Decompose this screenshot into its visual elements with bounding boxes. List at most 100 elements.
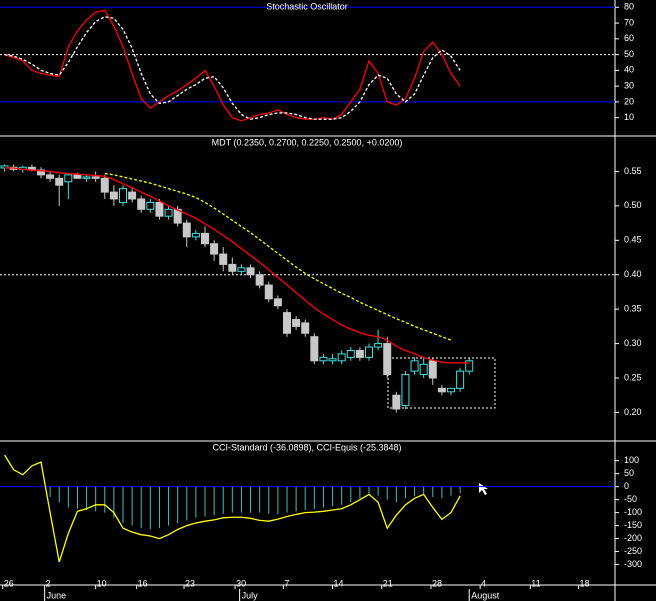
candle-body <box>410 360 419 372</box>
x-tick-label: 14 <box>334 578 344 588</box>
cursor <box>479 483 488 495</box>
chart-title: MDT (0.2350, 0.2700, 0.2250, 0.2500, +0.… <box>212 137 403 147</box>
x-tick-label: 30 <box>236 578 246 588</box>
candle-body <box>456 370 465 389</box>
month-label: August <box>471 590 500 600</box>
candle-body <box>137 198 146 210</box>
candle-body <box>365 346 373 358</box>
candle-body <box>383 343 392 376</box>
candle-body <box>164 208 173 217</box>
candle-body <box>401 374 410 407</box>
y-tick-label: 0.25 <box>624 372 642 382</box>
candle-body <box>46 174 55 179</box>
x-tick-label: 2 <box>46 578 51 588</box>
y-tick-label: 0.40 <box>624 269 642 279</box>
y-tick-label: 0.55 <box>624 166 642 176</box>
y-tick-label: 30 <box>624 81 634 91</box>
y-tick-label: 0.50 <box>624 200 642 210</box>
candle-body <box>210 243 219 255</box>
y-tick-label: 50 <box>624 49 634 59</box>
y-tick-label: 0.35 <box>624 304 642 314</box>
series-line <box>4 167 470 364</box>
y-tick-label: -250 <box>624 546 642 556</box>
candle-body <box>73 174 82 179</box>
x-tick-label: 4 <box>481 578 486 588</box>
selection-box <box>387 357 496 409</box>
candle-body <box>283 312 291 334</box>
candle-body <box>119 188 127 203</box>
series-line <box>4 454 461 563</box>
candle-body <box>465 360 474 372</box>
candle-body <box>64 174 73 183</box>
y-tick-label: -50 <box>624 494 637 504</box>
y-tick-label: 60 <box>624 33 634 43</box>
candle-body <box>301 322 310 334</box>
candle-body <box>374 343 383 348</box>
candle-body <box>100 177 109 193</box>
candle-body <box>392 394 401 410</box>
y-tick-label: 20 <box>624 96 634 106</box>
x-tick-label: 10 <box>97 578 107 588</box>
y-tick-label: 50 <box>624 468 634 478</box>
y-tick-label: 70 <box>624 17 634 27</box>
candle-body <box>228 263 237 272</box>
y-tick-label: 10 <box>624 112 634 122</box>
candle-body <box>237 267 246 272</box>
x-tick-label: 18 <box>580 578 590 588</box>
month-label: July <box>242 590 259 600</box>
candle-body <box>447 387 455 393</box>
y-tick-label: 80 <box>624 2 634 12</box>
candle-body <box>273 298 282 307</box>
candle-body <box>82 176 91 179</box>
y-tick-label: 0.20 <box>624 407 642 417</box>
y-tick-label: 0 <box>624 481 629 491</box>
candle-body <box>91 176 100 179</box>
candle-body <box>191 232 200 238</box>
month-label: June <box>47 590 67 600</box>
candle-body <box>37 169 45 176</box>
x-tick-label: 7 <box>284 578 289 588</box>
series-line <box>4 9 461 122</box>
candle-body <box>319 356 328 362</box>
y-tick-label: 0.45 <box>624 235 642 245</box>
y-tick-label: -300 <box>624 559 642 569</box>
y-tick-label: -100 <box>624 507 642 517</box>
candle-body <box>182 222 191 238</box>
series-line <box>4 16 461 120</box>
candle-body <box>264 284 273 300</box>
x-tick-label: 28 <box>432 578 442 588</box>
y-tick-label: 0.30 <box>624 338 642 348</box>
chart-title: CCI-Standard (-36.0898), CCI-Equis (-25.… <box>212 442 401 452</box>
series-line <box>104 172 452 341</box>
candle-body <box>219 253 228 265</box>
y-tick-label: -150 <box>624 520 642 530</box>
candle-body <box>255 274 264 286</box>
x-tick-label: 16 <box>138 578 148 588</box>
candle-body <box>146 201 155 210</box>
chart-title: Stochastic Oscillator <box>266 1 348 11</box>
candle-body <box>419 363 428 376</box>
candle-body <box>437 387 446 393</box>
candle-body <box>246 267 255 276</box>
candle-body <box>428 360 437 379</box>
x-tick-label: 11 <box>531 578 540 588</box>
candle-body <box>346 349 355 358</box>
candle-body <box>128 191 137 200</box>
x-tick-label: 26 <box>4 578 14 588</box>
x-tick-label: 21 <box>383 578 393 588</box>
y-tick-label: 40 <box>624 65 634 75</box>
candle-body <box>109 191 118 200</box>
y-tick-label: -200 <box>624 533 642 543</box>
candle-body <box>355 349 364 358</box>
candle-body <box>155 201 164 217</box>
candle-body <box>55 177 64 186</box>
candle-body <box>328 358 337 362</box>
candle-body <box>292 318 301 327</box>
candle-body <box>201 232 209 245</box>
candle-body <box>310 336 319 362</box>
candle-body <box>337 353 346 362</box>
x-tick-label: 23 <box>185 578 195 588</box>
y-tick-label: 100 <box>624 455 639 465</box>
